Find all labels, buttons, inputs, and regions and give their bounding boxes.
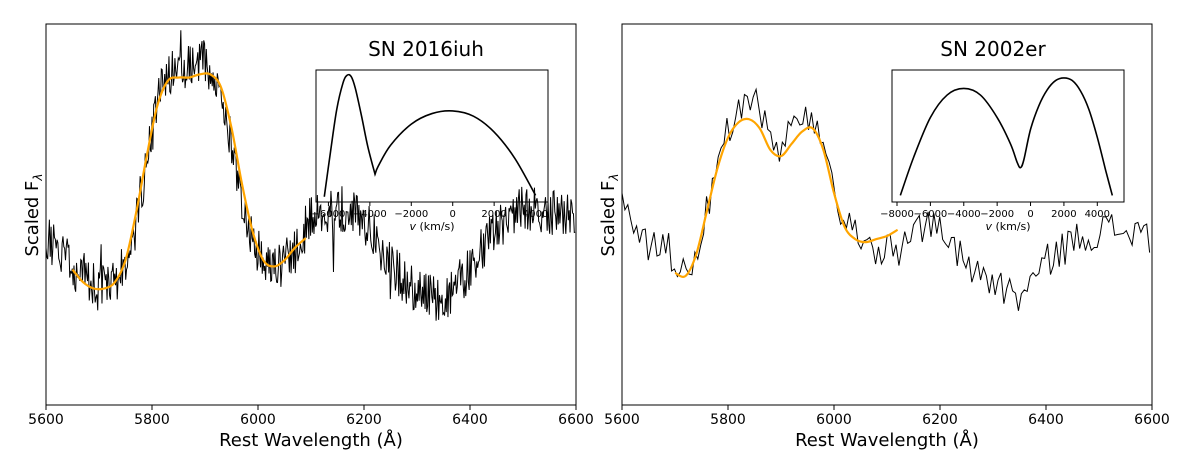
- spectrum-line-1: [45, 30, 576, 321]
- inset-frame-1: [315, 69, 549, 203]
- y-axis-label-2: Scaled Fλ: [598, 173, 621, 256]
- x-ticks-1: 5600 5800 6000 6200 6400 6600: [28, 405, 594, 428]
- x-tick-label: 5800: [710, 412, 746, 428]
- x-tick-label: 6400: [452, 412, 488, 428]
- inset-xlabel-units-2: (km/s): [995, 220, 1030, 233]
- x-tick-label: 6200: [922, 412, 958, 428]
- x-tick-label: 5800: [134, 412, 170, 428]
- inset-tick-label: 2000: [481, 209, 506, 220]
- inset-xlabel-units-1: (km/s): [419, 220, 454, 233]
- main-axes-frame-1: [45, 23, 577, 406]
- spectrum-line-2: [621, 87, 1151, 311]
- inset-curve-2: [899, 77, 1114, 196]
- inset-tick-label: −6000: [913, 209, 947, 220]
- inset-xlabel-main-2: v: [985, 220, 992, 233]
- inset-tick-label: 0: [450, 209, 456, 220]
- inset-frame-2: [891, 69, 1125, 203]
- inset-tick-label: −6000: [312, 209, 346, 220]
- inset-tick-label: −4000: [947, 209, 981, 220]
- inset-tick-label: −8000: [880, 209, 914, 220]
- inset-tick-label: −4000: [353, 209, 387, 220]
- inset-tick-label: 4000: [1085, 209, 1110, 220]
- x-tick-label: 6600: [1134, 412, 1170, 428]
- y-axis-label-1: Scaled Fλ: [22, 173, 45, 256]
- inset-xlabel-2: v (km/s): [985, 220, 1030, 233]
- main-axes-frame-2: [621, 23, 1153, 406]
- x-axis-label-2: Rest Wavelength (Å): [795, 429, 979, 451]
- inset-ticks-1: −6000 −4000 −2000 0 2000 4000: [312, 202, 548, 220]
- y-axis-label-sub-1: λ: [31, 173, 45, 181]
- x-tick-label: 6200: [346, 412, 382, 428]
- panel-title-1: SN 2016iuh: [368, 37, 484, 61]
- inset-tick-label: 2000: [1051, 209, 1076, 220]
- y-axis-label-sub-2: λ: [607, 173, 621, 181]
- inset-tick-label: −2000: [980, 209, 1014, 220]
- x-tick-label: 5600: [604, 412, 640, 428]
- inset-curve-1: [323, 73, 537, 197]
- x-tick-label: 6000: [816, 412, 852, 428]
- x-tick-label: 6000: [240, 412, 276, 428]
- inset-1: −6000 −4000 −2000 0 2000 4000 v (km/s): [312, 69, 549, 233]
- inset-tick-label: 0: [1027, 209, 1033, 220]
- inset-ticks-2: −8000 −6000 −4000 −2000 0 2000 4000: [880, 202, 1110, 220]
- x-tick-label: 6400: [1028, 412, 1064, 428]
- y-axis-label-main-1: Scaled F: [22, 181, 43, 257]
- inset-tick-label: −2000: [394, 209, 428, 220]
- fit-line-2: [674, 117, 899, 278]
- x-ticks-2: 5600 5800 6000 6200 6400 6600: [604, 405, 1170, 428]
- inset-xlabel-main-1: v: [409, 220, 416, 233]
- fit-line-1: [71, 72, 307, 291]
- inset-2: −8000 −6000 −4000 −2000 0 2000 4000 v (km/s): [880, 69, 1125, 233]
- inset-tick-label: 4000: [523, 209, 548, 220]
- panel-sn2002er: 5600 5800 6000 6200 6400 6600 SN 2002er Rest …: [598, 23, 1170, 451]
- x-tick-label: 5600: [28, 412, 64, 428]
- y-axis-label-main-2: Scaled F: [598, 181, 619, 257]
- inset-xlabel-1: v (km/s): [409, 220, 454, 233]
- panel-title-2: SN 2002er: [940, 37, 1046, 61]
- x-tick-label: 6600: [558, 412, 594, 428]
- x-axis-label-1: Rest Wavelength (Å): [219, 429, 403, 451]
- panel-sn2016iuh: 5600 5800 6000 6200 6400 6600 SN 2016iuh Rest…: [22, 23, 594, 451]
